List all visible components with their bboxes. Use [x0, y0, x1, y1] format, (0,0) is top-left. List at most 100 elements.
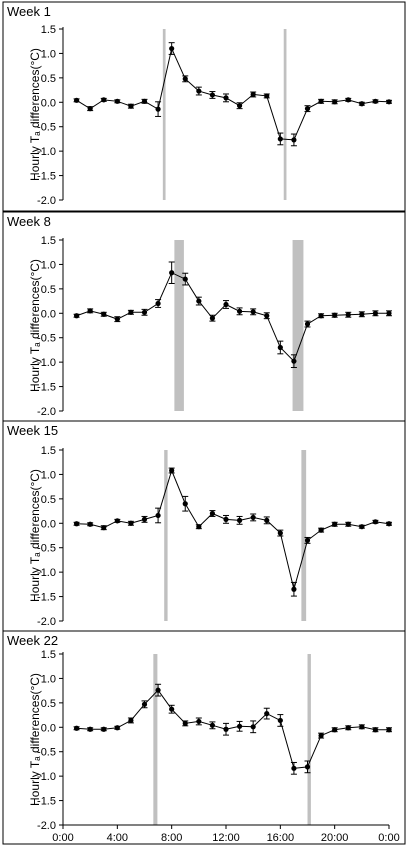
data-point [318, 732, 324, 739]
data-point [372, 519, 379, 525]
y-tick-label: 1.5 [41, 24, 56, 36]
shaded-bar [283, 29, 287, 200]
x-tick-label: 12:00 [212, 832, 240, 844]
data-point [101, 525, 107, 531]
y-tick-label: 1.5 [41, 649, 56, 661]
data-point [182, 501, 188, 507]
y-tick-label: -1.5 [37, 171, 56, 183]
y-tick-label: 0.0 [41, 308, 56, 320]
y-tick-label: 0.0 [41, 97, 56, 109]
data-point [250, 309, 256, 315]
data-point [209, 92, 216, 98]
y-tick-label: -2.0 [37, 820, 56, 832]
data-point [73, 521, 80, 527]
panel-title: Week 1 [7, 4, 51, 19]
data-point [345, 725, 351, 731]
y-tick-label: -0.5 [37, 333, 56, 345]
data-point [114, 518, 120, 524]
data-point [101, 311, 107, 317]
data-point [236, 517, 243, 523]
shaded-bar [292, 240, 304, 411]
data-point [277, 344, 283, 351]
data-point [372, 98, 379, 104]
shaded-bar [164, 450, 168, 621]
data-point [182, 76, 188, 82]
data-point [128, 520, 134, 526]
data-point [386, 310, 392, 316]
panel-1: Week 1 1.5 1.0 0.5 0.0 -0.5 -1.0 -1.5 -2.0 Hourly… [2, 1, 406, 212]
series-line [76, 689, 389, 769]
data-point [250, 514, 256, 521]
y-axis-label: Hourly Tₐ differences(°C) [28, 48, 42, 181]
data-point [87, 726, 93, 732]
x-tick-label: 20:00 [321, 832, 349, 844]
y-tick-label: 0.0 [41, 722, 56, 734]
data-point [73, 725, 80, 731]
panel-title: Week 22 [7, 633, 58, 648]
y-tick-label: -0.5 [37, 747, 56, 759]
shaded-bar [307, 654, 311, 825]
panel-title: Week 15 [7, 423, 58, 438]
data-point [345, 97, 351, 103]
data-point [359, 311, 365, 317]
data-point [304, 537, 311, 543]
data-point [372, 727, 379, 733]
data-point [209, 722, 216, 728]
data-point [141, 701, 148, 707]
data-point [264, 93, 270, 99]
data-point [236, 103, 243, 109]
y-tick-label: -1.5 [37, 382, 56, 394]
data-point [196, 524, 202, 530]
y-tick-label: -1.5 [37, 796, 56, 808]
shaded-bar [174, 240, 184, 411]
data-point [128, 103, 134, 109]
y-axis-label: Hourly Tₐ differences(°C) [28, 469, 42, 602]
y-tick-label: 0.5 [41, 698, 56, 710]
data-point [264, 313, 270, 319]
data-point [128, 309, 134, 315]
data-point [196, 718, 202, 725]
data-point [304, 764, 311, 770]
data-point [264, 517, 270, 523]
data-point [345, 521, 351, 527]
y-tick-label: 0.5 [41, 284, 56, 296]
y-tick-label: -0.5 [37, 543, 56, 555]
y-tick-label: -1.0 [37, 146, 56, 158]
y-tick-label: 1.0 [41, 259, 56, 271]
data-point [359, 724, 365, 730]
data-point [223, 95, 229, 101]
y-tick-label: 1.5 [41, 235, 56, 247]
data-point [209, 315, 216, 321]
data-point [73, 97, 80, 103]
panel-2: Week 8 1.5 1.0 0.5 0.0 -0.5 -1.0 -1.5 -2.0 Hourly… [2, 211, 406, 422]
shaded-bar [153, 654, 158, 825]
data-point [372, 310, 379, 316]
x-tick-label: 0:00 [378, 832, 399, 844]
data-point [169, 270, 175, 276]
panel-frame [2, 1, 406, 212]
shaded-bar [162, 29, 166, 200]
y-tick-label: 1.5 [41, 445, 56, 457]
y-tick-label: 0.5 [41, 73, 56, 85]
data-point [277, 717, 283, 724]
data-point [141, 516, 148, 522]
data-point [101, 97, 107, 103]
data-point [250, 91, 256, 98]
y-tick-label: -1.5 [37, 592, 56, 604]
data-point [223, 726, 229, 732]
data-point [114, 316, 120, 322]
data-point [386, 521, 392, 527]
y-tick-label: -2.0 [37, 406, 56, 418]
y-tick-label: -1.0 [37, 771, 56, 783]
y-axis-label: Hourly Tₐ differences(°C) [28, 259, 42, 392]
series-line [76, 272, 389, 363]
data-point [236, 723, 243, 729]
data-point [345, 312, 351, 318]
data-point [87, 308, 93, 314]
data-point [182, 720, 188, 726]
shaded-bar [301, 450, 307, 621]
data-point [359, 524, 365, 530]
data-point [73, 313, 80, 319]
data-point [332, 727, 338, 733]
